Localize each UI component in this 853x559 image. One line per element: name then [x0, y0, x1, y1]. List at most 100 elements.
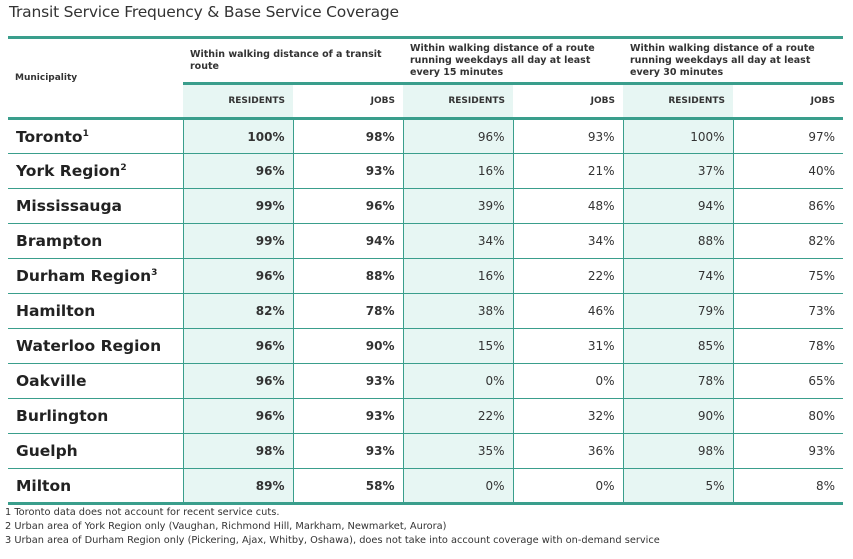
jobs-value: 48%	[512, 188, 623, 224]
municipality-label: Durham Region	[16, 267, 152, 285]
residents-value: 100%	[182, 118, 293, 154]
jobs-value: 21%	[512, 153, 623, 189]
table-row: Burlington 96% 93% 22% 32% 90% 80%	[8, 398, 843, 434]
footnote-marker: 3	[151, 268, 158, 278]
residents-value: 96%	[182, 153, 293, 189]
table-row: York Region2 96% 93% 16% 21% 37% 40%	[8, 153, 843, 189]
residents-value: 35%	[402, 433, 513, 469]
footnote: 1 Toronto data does not account for rece…	[5, 507, 280, 518]
jobs-value: 0%	[512, 363, 623, 399]
table-row: Hamilton 82% 78% 38% 46% 79% 73%	[8, 293, 843, 329]
table-row: Oakville 96% 93% 0% 0% 78% 65%	[8, 363, 843, 399]
municipality-name: Brampton	[8, 223, 183, 259]
group-header-any-route: Within walking distance of a transit rou…	[183, 36, 403, 85]
group-header-30-min: Within walking distance of a route runni…	[623, 36, 843, 85]
jobs-value: 65%	[732, 363, 843, 399]
page-title: Transit Service Frequency & Base Service…	[9, 3, 399, 21]
residents-value: 15%	[402, 328, 513, 364]
residents-value: 98%	[182, 433, 293, 469]
table-row: Durham Region3 96% 88% 16% 22% 74% 75%	[8, 258, 843, 294]
municipality-name: Toronto1	[8, 118, 183, 154]
municipality-header: Municipality	[8, 36, 183, 120]
jobs-header: JOBS	[293, 83, 403, 120]
residents-value: 38%	[402, 293, 513, 329]
municipality-label: Burlington	[16, 407, 109, 425]
footnote-marker: 2	[120, 163, 127, 173]
residents-value: 74%	[622, 258, 733, 294]
jobs-value: 31%	[512, 328, 623, 364]
municipality-name: Durham Region3	[8, 258, 183, 294]
table-row: Mississauga 99% 96% 39% 48% 94% 86%	[8, 188, 843, 224]
jobs-value: 0%	[512, 468, 623, 505]
residents-value: 16%	[402, 153, 513, 189]
jobs-value: 94%	[292, 223, 403, 259]
group-header-15-min: Within walking distance of a route runni…	[403, 36, 623, 85]
jobs-value: 40%	[732, 153, 843, 189]
jobs-value: 93%	[732, 433, 843, 469]
municipality-label: Hamilton	[16, 302, 96, 320]
municipality-label: Brampton	[16, 232, 103, 250]
residents-value: 96%	[402, 118, 513, 154]
municipality-label: Waterloo Region	[16, 337, 162, 355]
jobs-value: 86%	[732, 188, 843, 224]
residents-value: 96%	[182, 363, 293, 399]
jobs-value: 8%	[732, 468, 843, 505]
jobs-value: 98%	[292, 118, 403, 154]
municipality-label: Mississauga	[16, 197, 123, 215]
municipality-label: Guelph	[16, 442, 78, 460]
residents-value: 5%	[622, 468, 733, 505]
jobs-value: 88%	[292, 258, 403, 294]
residents-value: 98%	[622, 433, 733, 469]
residents-value: 37%	[622, 153, 733, 189]
municipality-name: Oakville	[8, 363, 183, 399]
municipality-name: Hamilton	[8, 293, 183, 329]
jobs-value: 36%	[512, 433, 623, 469]
residents-value: 34%	[402, 223, 513, 259]
jobs-value: 90%	[292, 328, 403, 364]
residents-value: 99%	[182, 223, 293, 259]
residents-value: 99%	[182, 188, 293, 224]
jobs-value: 93%	[292, 153, 403, 189]
coverage-table: Municipality Within walking distance of …	[8, 36, 843, 505]
municipality-name: Milton	[8, 468, 183, 505]
municipality-label: York Region	[16, 162, 121, 180]
jobs-value: 75%	[732, 258, 843, 294]
jobs-header: JOBS	[513, 83, 623, 120]
table-row: Brampton 99% 94% 34% 34% 88% 82%	[8, 223, 843, 259]
residents-value: 100%	[622, 118, 733, 154]
residents-value: 0%	[402, 363, 513, 399]
municipality-name: Waterloo Region	[8, 328, 183, 364]
jobs-value: 34%	[512, 223, 623, 259]
jobs-value: 78%	[732, 328, 843, 364]
municipality-name: Burlington	[8, 398, 183, 434]
residents-value: 96%	[182, 328, 293, 364]
residents-value: 0%	[402, 468, 513, 505]
footnote: 3 Urban area of Durham Region only (Pick…	[5, 535, 660, 546]
residents-value: 78%	[622, 363, 733, 399]
residents-value: 39%	[402, 188, 513, 224]
jobs-value: 93%	[292, 398, 403, 434]
jobs-value: 73%	[732, 293, 843, 329]
table-row: Guelph 98% 93% 35% 36% 98% 93%	[8, 433, 843, 469]
jobs-value: 97%	[732, 118, 843, 154]
residents-header: RESIDENTS	[183, 83, 293, 120]
table-row: Waterloo Region 96% 90% 15% 31% 85% 78%	[8, 328, 843, 364]
residents-value: 16%	[402, 258, 513, 294]
jobs-value: 78%	[292, 293, 403, 329]
residents-value: 89%	[182, 468, 293, 505]
table-row: Milton 89% 58% 0% 0% 5% 8%	[8, 468, 843, 505]
jobs-header: JOBS	[733, 83, 843, 120]
residents-value: 94%	[622, 188, 733, 224]
jobs-value: 93%	[512, 118, 623, 154]
residents-value: 96%	[182, 258, 293, 294]
footnote: 2 Urban area of York Region only (Vaugha…	[5, 521, 447, 532]
residents-value: 96%	[182, 398, 293, 434]
municipality-label: Toronto	[16, 127, 83, 146]
municipality-name: York Region2	[8, 153, 183, 189]
footnote-marker: 1	[82, 128, 89, 139]
footnotes: 1 Toronto data does not account for rece…	[5, 506, 660, 548]
municipality-label: Milton	[16, 476, 72, 495]
jobs-value: 96%	[292, 188, 403, 224]
residents-value: 88%	[622, 223, 733, 259]
table-row: Toronto1 100% 98% 96% 93% 100% 97%	[8, 118, 843, 154]
